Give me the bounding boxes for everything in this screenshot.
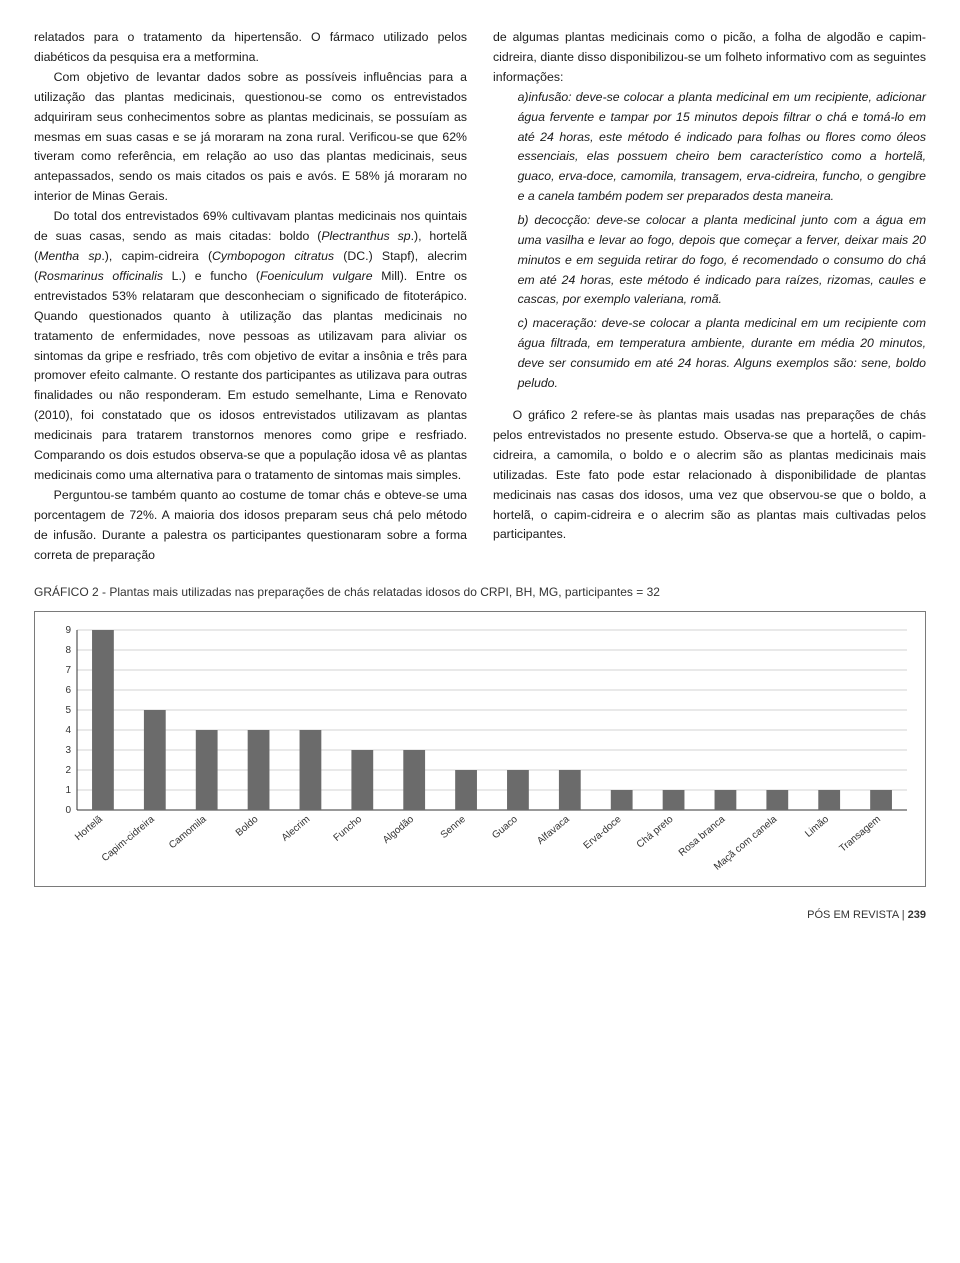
svg-text:Rosa branca: Rosa branca <box>677 813 728 858</box>
svg-text:Capim-cidreira: Capim-cidreira <box>100 813 157 863</box>
svg-text:Senne: Senne <box>439 813 469 840</box>
para-left-1: relatados para o tratamento da hipertens… <box>34 28 467 68</box>
svg-text:Transagem: Transagem <box>837 814 883 855</box>
svg-text:Limão: Limão <box>803 813 831 839</box>
para-left-4: Perguntou-se também quanto ao costume de… <box>34 486 467 566</box>
chart-caption: GRÁFICO 2 - Plantas mais utilizadas nas … <box>34 583 926 602</box>
svg-text:Camomila: Camomila <box>167 813 209 851</box>
footer-journal: PÓS EM REVISTA <box>807 909 899 921</box>
svg-text:Funcho: Funcho <box>332 813 365 843</box>
page-footer: PÓS EM REVISTA | 239 <box>34 909 926 921</box>
svg-text:6: 6 <box>65 685 71 696</box>
svg-text:1: 1 <box>65 785 71 796</box>
svg-text:5: 5 <box>65 705 71 716</box>
svg-text:Alecrim: Alecrim <box>280 814 313 844</box>
svg-text:9: 9 <box>65 625 71 636</box>
svg-text:Chá preto: Chá preto <box>635 813 676 850</box>
para-left-3: Do total dos entrevistados 69% cultivava… <box>34 207 467 486</box>
chart-container: 0 1 2 3 4 5 6 7 8 9 HortelãCapim-cidreira Camomila B… <box>34 611 926 887</box>
svg-text:2: 2 <box>65 765 71 776</box>
svg-text:Alfavaca: Alfavaca <box>535 813 572 846</box>
bar-chart: 0 1 2 3 4 5 6 7 8 9 HortelãCapim-cidreira Camomila B… <box>47 622 917 882</box>
svg-text:3: 3 <box>65 745 71 756</box>
para-right-1: de algumas plantas medicinais como o pic… <box>493 28 926 88</box>
svg-text:Erva-doce: Erva-doce <box>582 813 624 851</box>
right-column: de algumas plantas medicinais como o pic… <box>493 28 926 565</box>
para-right-2: O gráfico 2 refere-se às plantas mais us… <box>493 406 926 545</box>
bullet-c: c) maceração: deve-se colocar a planta m… <box>518 314 926 394</box>
bullet-b: b) decocção: deve-se colocar a planta me… <box>518 211 926 311</box>
bullet-a: a)infusão: deve-se colocar a planta medi… <box>518 88 926 207</box>
page-number: 239 <box>908 909 926 921</box>
info-block: a)infusão: deve-se colocar a planta medi… <box>518 88 926 394</box>
svg-text:8: 8 <box>65 645 71 656</box>
left-column: relatados para o tratamento da hipertens… <box>34 28 467 565</box>
svg-text:Guaco: Guaco <box>490 813 520 841</box>
svg-text:Hortelã: Hortelã <box>73 813 105 842</box>
svg-text:4: 4 <box>65 725 71 736</box>
svg-text:7: 7 <box>65 665 71 676</box>
svg-text:0: 0 <box>65 805 71 816</box>
svg-text:Boldo: Boldo <box>234 813 261 838</box>
para-left-2: Com objetivo de levantar dados sobre as … <box>34 68 467 207</box>
svg-text:Algodão: Algodão <box>381 813 417 845</box>
